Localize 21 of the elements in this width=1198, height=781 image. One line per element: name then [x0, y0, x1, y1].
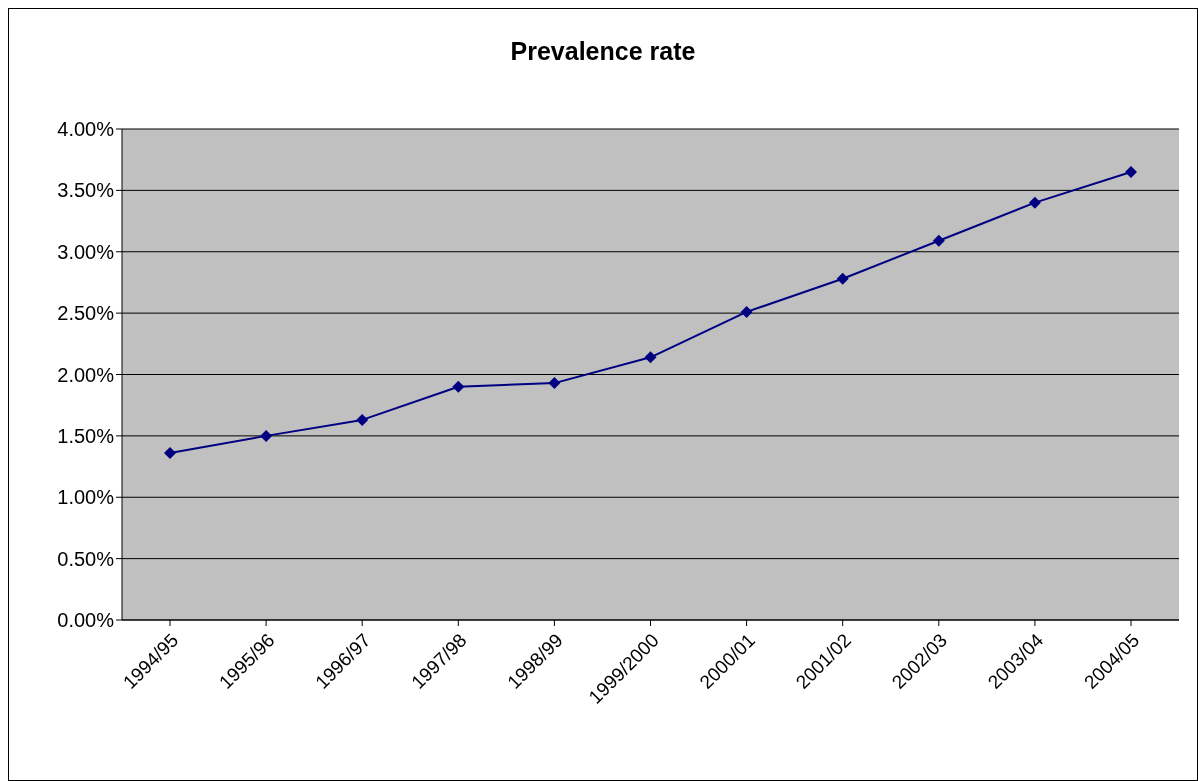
- point: [1125, 165, 1137, 178]
- point: [356, 413, 369, 426]
- y-tick-label: 2.00%: [57, 363, 115, 386]
- y-tick-label: 3.00%: [57, 240, 115, 263]
- y-tick-label: 2.50%: [57, 302, 115, 325]
- point: [260, 429, 273, 442]
- y-tick-label: 4.00%: [57, 118, 115, 141]
- point: [1028, 196, 1041, 209]
- y-tick-label: 1.50%: [57, 424, 115, 447]
- y-tick-label: 0.00%: [57, 609, 115, 632]
- y-tick-label: 0.50%: [57, 547, 115, 570]
- point: [836, 272, 849, 285]
- chart-title: Prevalence rate: [509, 37, 697, 66]
- point: [644, 351, 657, 364]
- point: [164, 447, 176, 460]
- point: [932, 234, 945, 247]
- point: [548, 377, 561, 390]
- point: [740, 305, 753, 318]
- y-tick-label: 1.00%: [57, 486, 115, 509]
- y-tick-label: 3.50%: [57, 179, 115, 202]
- point: [452, 380, 465, 393]
